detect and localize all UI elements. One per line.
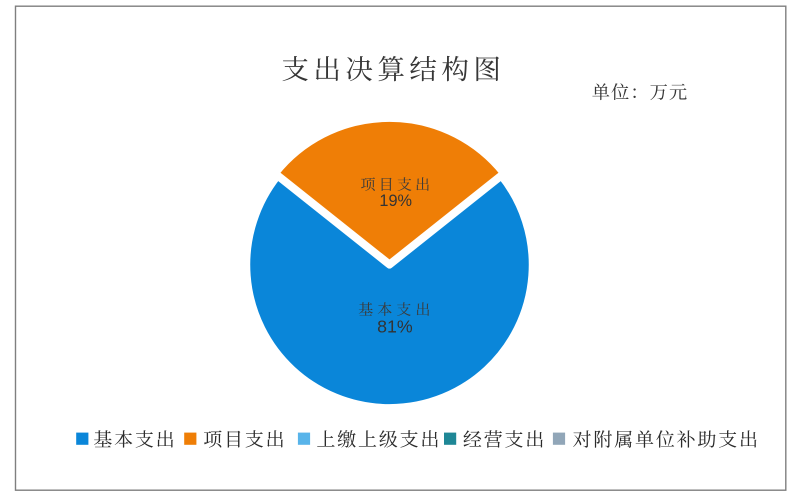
svg-text:19%: 19% [379,192,412,210]
svg-text:81%: 81% [377,316,413,336]
